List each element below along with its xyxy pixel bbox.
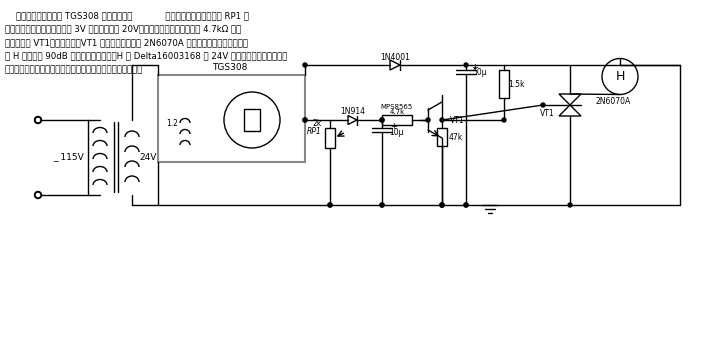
Circle shape <box>380 203 384 207</box>
Text: VT1: VT1 <box>540 108 554 117</box>
Circle shape <box>380 203 384 207</box>
Bar <box>437 128 447 146</box>
Circle shape <box>303 63 307 67</box>
Text: 47k: 47k <box>449 132 463 141</box>
Circle shape <box>464 203 468 207</box>
Polygon shape <box>348 116 357 125</box>
Text: 1N914: 1N914 <box>340 107 365 116</box>
Text: 1.2: 1.2 <box>166 118 178 127</box>
Circle shape <box>440 203 444 207</box>
Circle shape <box>440 203 444 207</box>
Circle shape <box>380 118 384 122</box>
Text: 动点取出电压，其值从正常的 3V 有效值增加到 20V。此升高的电压经二极管和 4.7kΩ 电阻: 动点取出电压，其值从正常的 3V 有效值增加到 20V。此升高的电压经二极管和 … <box>5 24 241 33</box>
Bar <box>244 109 260 131</box>
Text: 动 H 产生高达 90dB 的声音，实现报警。H 为 Delta16003168 型 24V 交流报警器。当气体从传: 动 H 产生高达 90dB 的声音，实现报警。H 为 Delta16003168… <box>5 51 287 60</box>
Polygon shape <box>559 105 581 116</box>
Polygon shape <box>559 94 581 105</box>
Text: H: H <box>616 70 625 83</box>
Circle shape <box>426 118 430 122</box>
Circle shape <box>380 118 384 122</box>
Text: 24V: 24V <box>139 153 157 162</box>
Polygon shape <box>390 60 400 70</box>
Circle shape <box>464 203 468 207</box>
Text: 感器消失掉以后，电路恢复到原始状态，于是报警自动停止。: 感器消失掉以后，电路恢复到原始状态，于是报警自动停止。 <box>5 65 143 74</box>
Circle shape <box>328 203 332 207</box>
Circle shape <box>303 118 307 122</box>
Text: 50μ: 50μ <box>473 68 487 77</box>
Circle shape <box>303 118 307 122</box>
Text: RP1: RP1 <box>307 126 322 135</box>
Circle shape <box>224 92 280 148</box>
Circle shape <box>328 203 332 207</box>
Text: _ 115V: _ 115V <box>53 153 84 162</box>
Text: VT1: VT1 <box>450 116 464 125</box>
Circle shape <box>440 118 444 122</box>
Circle shape <box>568 203 572 207</box>
Bar <box>325 128 335 148</box>
Text: +: + <box>390 122 397 131</box>
Bar <box>382 115 412 125</box>
Text: 1N4001: 1N4001 <box>380 53 410 62</box>
Text: 2k: 2k <box>312 118 322 127</box>
Text: 加至晶体管 VT1，使之导通，VT1 导通使双向晶闸管 2N6070A 导通。由此全波交流电压驱: 加至晶体管 VT1，使之导通，VT1 导通使双向晶闸管 2N6070A 导通。由… <box>5 38 248 47</box>
Text: 10μ: 10μ <box>389 127 403 136</box>
Bar <box>158 75 305 162</box>
Text: MPS8565: MPS8565 <box>381 104 413 110</box>
Circle shape <box>440 203 444 207</box>
Bar <box>499 70 509 98</box>
Circle shape <box>464 63 468 67</box>
Text: +: + <box>471 63 478 72</box>
Text: 4.7k: 4.7k <box>390 109 405 115</box>
Text: 在出现可燃性气体时 TGS308 型气体传感器            的电导增加，通过电位器 RP1 滑: 在出现可燃性气体时 TGS308 型气体传感器 的电导增加，通过电位器 RP1 … <box>5 11 249 20</box>
Text: TGS308: TGS308 <box>212 63 248 72</box>
Text: 1.5k: 1.5k <box>508 80 524 89</box>
Circle shape <box>502 118 506 122</box>
Circle shape <box>541 103 545 107</box>
Text: 2N6070A: 2N6070A <box>596 96 631 105</box>
